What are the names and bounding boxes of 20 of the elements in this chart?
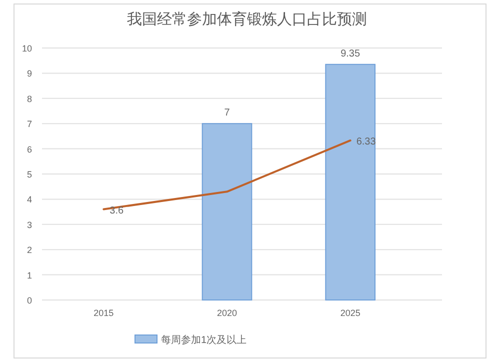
y-tick-label: 0 [26,296,32,306]
y-tick-label: 9 [26,68,32,79]
data-label: 9.35 [340,48,360,60]
data-label: 6.33 [356,136,376,148]
y-tick-label: 2 [26,245,32,256]
y-tick-label: 1 [26,270,32,280]
data-label: 7 [224,108,230,119]
y-tick-label: 6 [26,144,32,154]
data-label: 3.6 [110,205,124,216]
y-tick-label: 10 [22,44,32,54]
y-tick-label: 5 [26,170,32,180]
y-tick-label: 3 [26,220,32,230]
legend-label: 每周参加1次及以上 [161,334,247,346]
y-tick-label: 7 [26,119,32,130]
x-tick-label: 2015 [94,308,114,318]
x-tick-label: 2025 [340,308,360,318]
x-tick-label: 2020 [216,308,238,318]
y-tick-label: 4 [26,194,32,205]
chart-title: 我国经常参加体育锻炼人口占比预测 [127,11,367,28]
y-tick-label: 8 [26,94,32,104]
